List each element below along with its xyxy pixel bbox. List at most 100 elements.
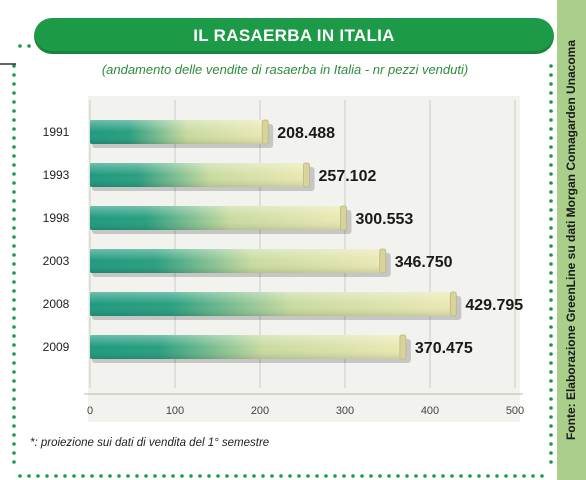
border-dot — [549, 334, 553, 338]
border-dot — [12, 388, 16, 392]
border-dot — [432, 474, 436, 478]
border-dot — [12, 334, 16, 338]
border-dot — [117, 474, 121, 478]
border-dot — [12, 145, 16, 149]
border-dot — [162, 474, 166, 478]
bar-value-label: 370.475 — [415, 340, 473, 357]
border-dot — [12, 433, 16, 437]
y-tick-label: 2003 — [43, 254, 70, 268]
border-dot — [12, 118, 16, 122]
x-tick-label: 200 — [251, 405, 269, 417]
border-dot — [12, 361, 16, 365]
border-dot — [12, 370, 16, 374]
border-dot — [252, 474, 256, 478]
border-dot — [12, 271, 16, 275]
border-dot — [549, 460, 553, 464]
border-dot — [396, 474, 400, 478]
border-dot — [12, 343, 16, 347]
border-dot — [549, 226, 553, 230]
border-dot — [369, 474, 373, 478]
border-dot — [63, 474, 67, 478]
border-dot — [315, 474, 319, 478]
bar-value-label: 208.488 — [277, 125, 335, 142]
border-dot — [180, 474, 184, 478]
x-tick-label: 0 — [87, 405, 93, 417]
border-dot — [12, 307, 16, 311]
border-dot — [360, 474, 364, 478]
border-dot — [549, 145, 553, 149]
border-dot — [12, 442, 16, 446]
border-dot — [45, 474, 49, 478]
bar-end-cap — [303, 162, 310, 188]
bar-highlight — [90, 292, 456, 316]
border-dot — [549, 289, 553, 293]
border-dot — [12, 172, 16, 176]
border-dot — [12, 208, 16, 212]
border-dot — [18, 474, 22, 478]
border-dot — [549, 316, 553, 320]
border-dot — [549, 244, 553, 248]
border-dot — [18, 44, 22, 48]
border-dot — [12, 460, 16, 464]
bar-value-label: 429.795 — [465, 297, 523, 314]
border-dot — [12, 109, 16, 113]
border-dot — [531, 474, 535, 478]
x-tick-label: 300 — [336, 405, 354, 417]
border-dot — [54, 474, 58, 478]
border-dot — [549, 388, 553, 392]
border-dot — [27, 474, 31, 478]
bar-highlight — [90, 335, 405, 359]
border-dot — [549, 199, 553, 203]
border-dot — [12, 100, 16, 104]
border-dot — [549, 433, 553, 437]
bar-end-cap — [261, 119, 269, 145]
bar-highlight — [90, 163, 309, 187]
bar-end-cap — [399, 334, 407, 360]
border-dot — [12, 325, 16, 329]
border-dot — [108, 474, 112, 478]
border-dot — [198, 474, 202, 478]
border-dot — [207, 474, 211, 478]
border-dot — [12, 424, 16, 428]
border-dot — [12, 451, 16, 455]
border-dot — [549, 379, 553, 383]
border-dot — [12, 136, 16, 140]
border-dot — [153, 474, 157, 478]
border-dot — [549, 307, 553, 311]
border-dot — [12, 199, 16, 203]
border-dot — [324, 474, 328, 478]
bar-highlight — [90, 249, 385, 273]
title-banner — [34, 18, 554, 54]
border-dot — [12, 289, 16, 293]
border-dot — [12, 226, 16, 230]
border-dot — [261, 474, 265, 478]
border-dot — [90, 474, 94, 478]
border-dot — [378, 474, 382, 478]
border-dot — [423, 474, 427, 478]
border-dot — [12, 244, 16, 248]
border-dot — [549, 154, 553, 158]
x-tick-label: 400 — [421, 405, 439, 417]
border-dot — [12, 406, 16, 410]
border-dot — [12, 235, 16, 239]
border-dot — [540, 474, 544, 478]
border-dot — [288, 474, 292, 478]
border-dot — [549, 217, 553, 221]
bar-end-cap — [449, 291, 457, 317]
chart-subtitle: (andamento delle vendite di rasaerba in … — [101, 62, 469, 77]
border-dot — [12, 163, 16, 167]
border-dot — [405, 474, 409, 478]
border-dot — [297, 474, 301, 478]
border-dot — [549, 343, 553, 347]
bar-highlight — [90, 206, 346, 230]
border-dot — [549, 64, 553, 68]
border-dot — [387, 474, 391, 478]
y-tick-label: 1991 — [43, 125, 70, 139]
border-dot — [99, 474, 103, 478]
border-dot — [144, 474, 148, 478]
border-dot — [225, 474, 229, 478]
chart-title: IL RASAERBA IN ITALIA — [193, 26, 395, 45]
border-dot — [549, 370, 553, 374]
x-tick-label: 500 — [506, 405, 524, 417]
